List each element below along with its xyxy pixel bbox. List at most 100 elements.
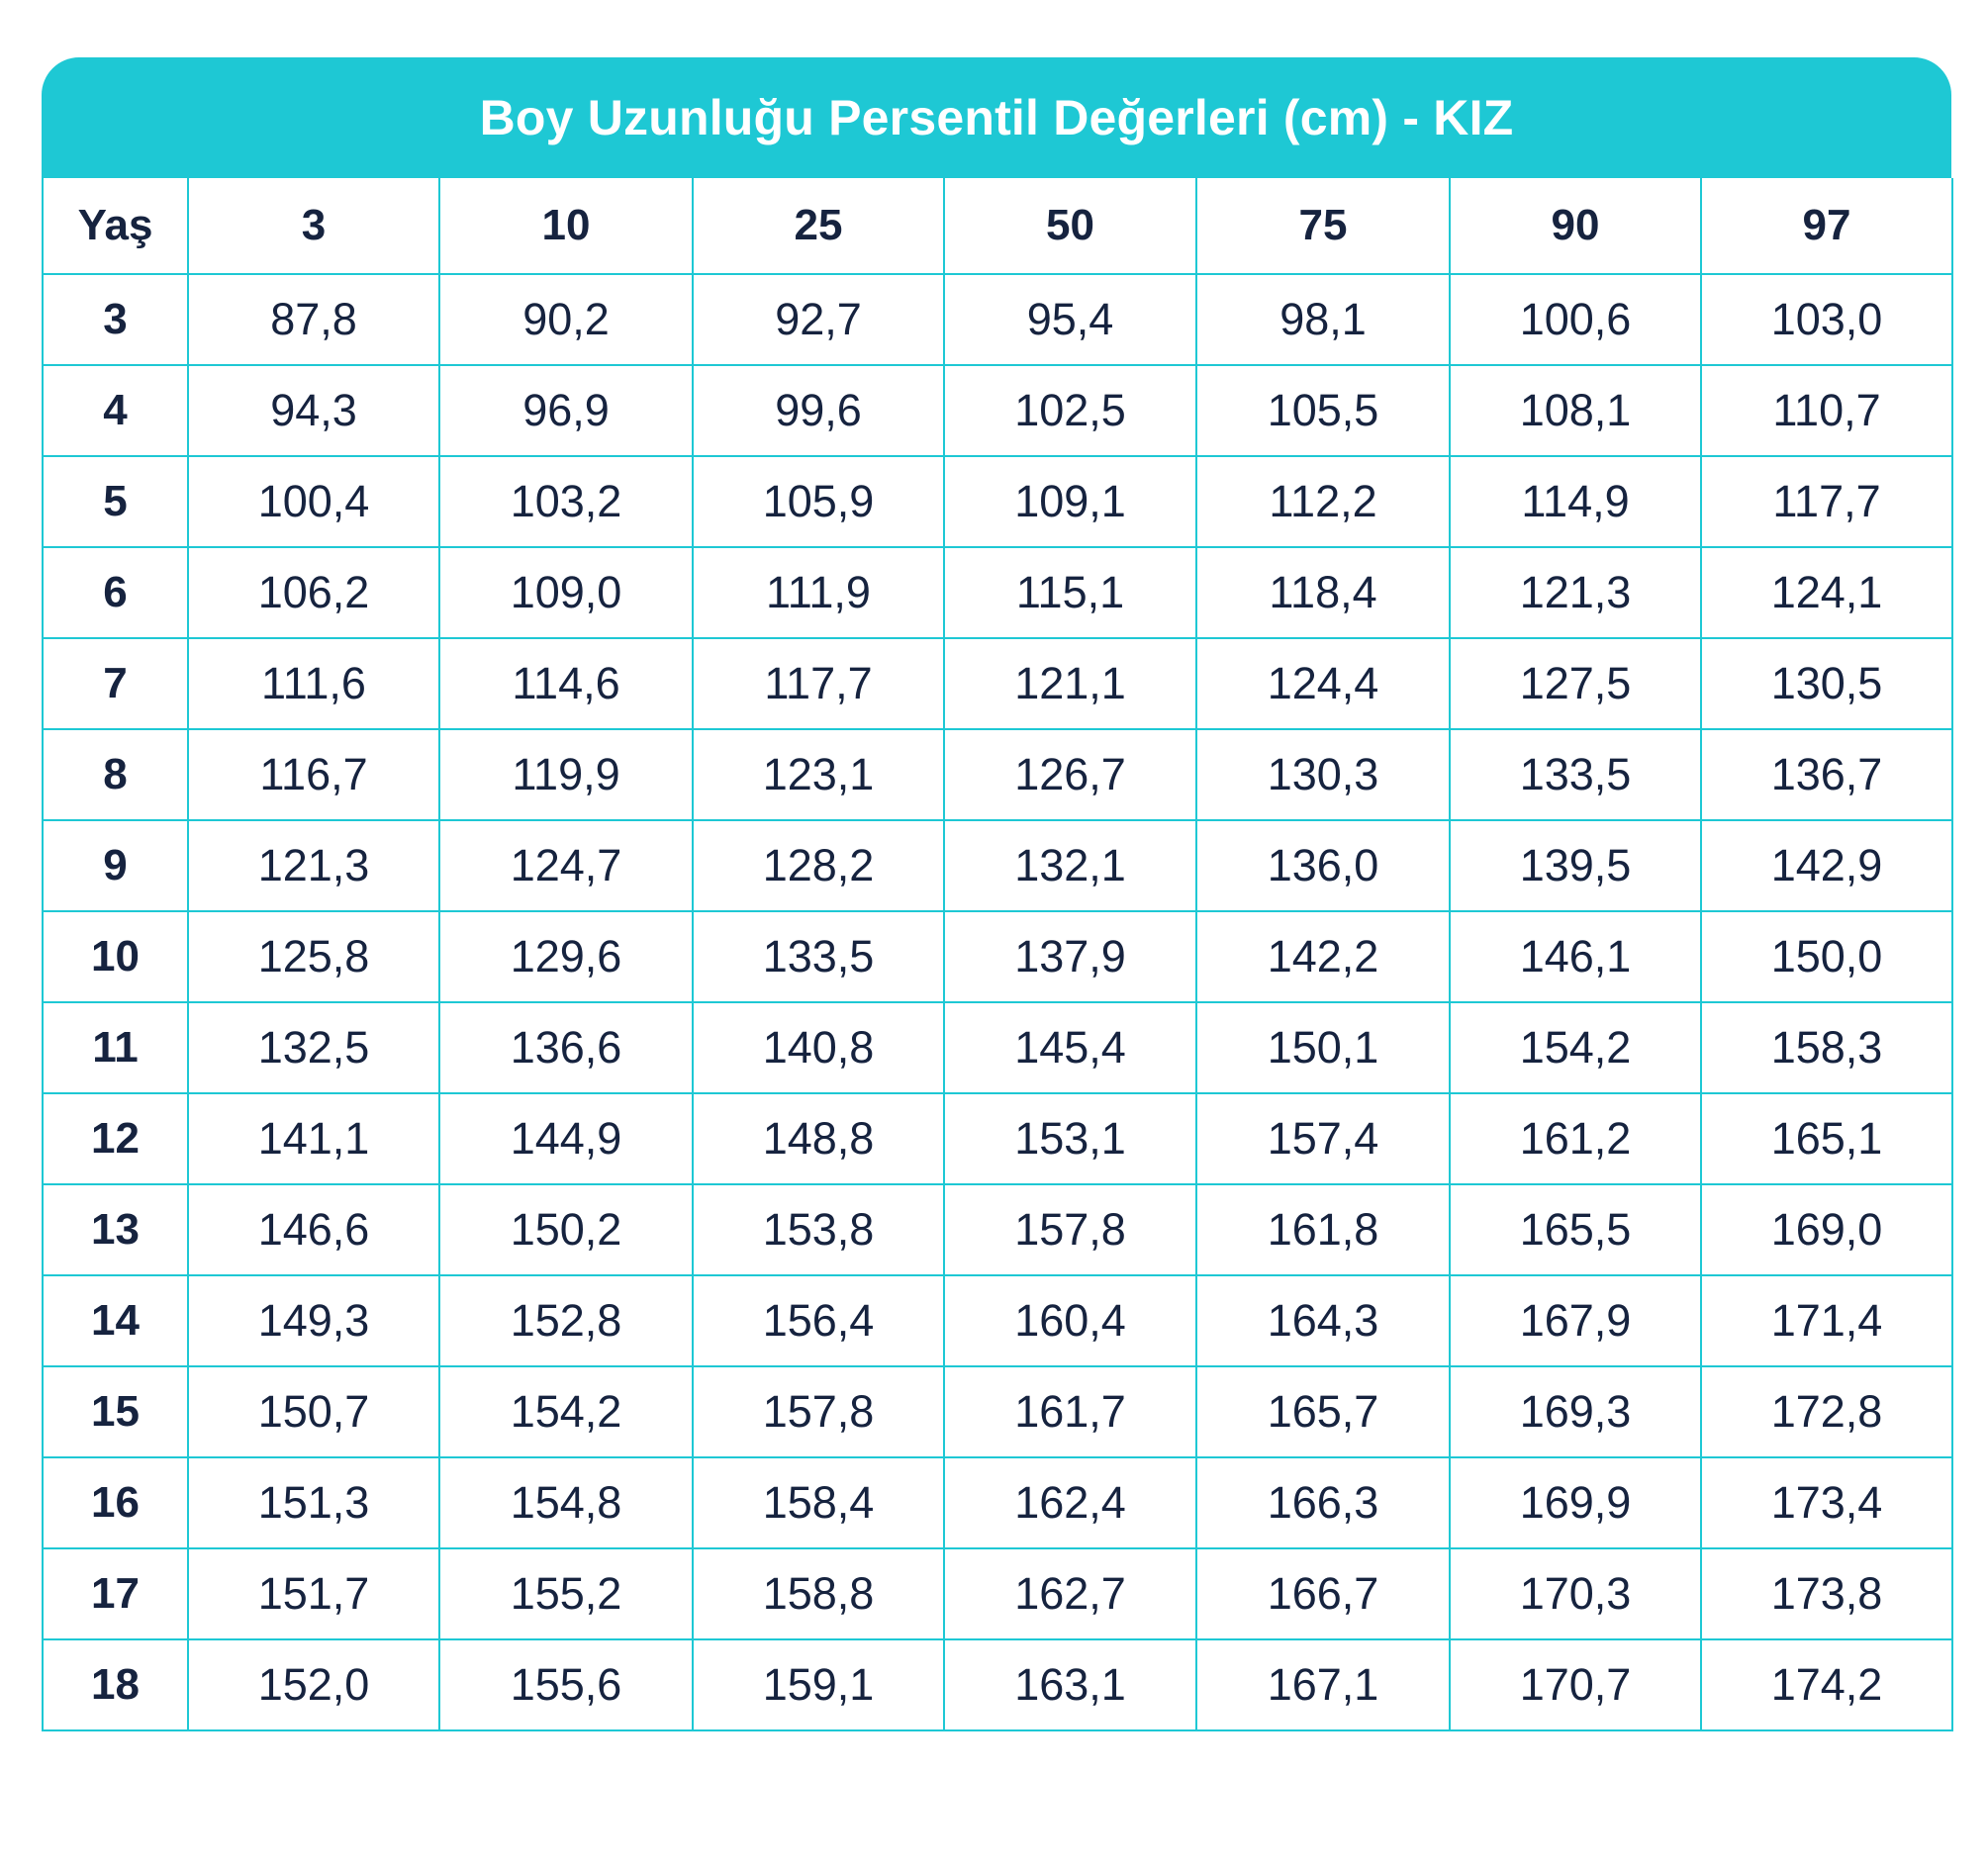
value-cell: 156,4 (692, 1274, 945, 1367)
age-cell: 10 (42, 910, 189, 1003)
value-cell: 100,6 (1449, 273, 1702, 366)
value-cell: 162,7 (943, 1547, 1197, 1640)
value-cell: 96,9 (438, 364, 694, 457)
value-cell: 90,2 (438, 273, 694, 366)
header-cell-p90: 90 (1449, 178, 1702, 275)
header-cell-p10: 10 (438, 178, 694, 275)
value-cell: 165,7 (1195, 1365, 1451, 1458)
value-cell: 154,2 (1449, 1001, 1702, 1094)
value-cell: 137,9 (943, 910, 1197, 1003)
header-cell-p75: 75 (1195, 178, 1451, 275)
table-row: 10 125,8 129,6 133,5 137,9 142,2 146,1 150,0 (42, 910, 1953, 1003)
value-cell: 149,3 (187, 1274, 440, 1367)
value-cell: 128,2 (692, 819, 945, 912)
value-cell: 130,3 (1195, 728, 1451, 821)
value-cell: 95,4 (943, 273, 1197, 366)
value-cell: 129,6 (438, 910, 694, 1003)
value-cell: 158,3 (1700, 1001, 1953, 1094)
value-cell: 136,0 (1195, 819, 1451, 912)
value-cell: 146,1 (1449, 910, 1702, 1003)
table-row: 17 151,7 155,2 158,8 162,7 166,7 170,3 173,8 (42, 1547, 1953, 1640)
value-cell: 87,8 (187, 273, 440, 366)
age-cell: 11 (42, 1001, 189, 1094)
value-cell: 169,3 (1449, 1365, 1702, 1458)
table-row: 13 146,6 150,2 153,8 157,8 161,8 165,5 169,0 (42, 1183, 1953, 1276)
value-cell: 132,5 (187, 1001, 440, 1094)
table-row: 5 100,4 103,2 105,9 109,1 112,2 114,9 117,7 (42, 455, 1953, 548)
value-cell: 152,0 (187, 1638, 440, 1731)
value-cell: 118,4 (1195, 546, 1451, 639)
value-cell: 154,8 (438, 1456, 694, 1549)
value-cell: 98,1 (1195, 273, 1451, 366)
age-cell: 9 (42, 819, 189, 912)
value-cell: 157,8 (692, 1365, 945, 1458)
value-cell: 144,9 (438, 1092, 694, 1185)
value-cell: 174,2 (1700, 1638, 1953, 1731)
value-cell: 161,8 (1195, 1183, 1451, 1276)
value-cell: 115,1 (943, 546, 1197, 639)
value-cell: 173,4 (1700, 1456, 1953, 1549)
age-cell: 6 (42, 546, 189, 639)
header-row: Yaş 3 10 25 50 75 90 97 (42, 178, 1953, 275)
table-row: 7 111,6 114,6 117,7 121,1 124,4 127,5 130,5 (42, 637, 1953, 730)
value-cell: 130,5 (1700, 637, 1953, 730)
age-cell: 8 (42, 728, 189, 821)
value-cell: 111,9 (692, 546, 945, 639)
value-cell: 136,6 (438, 1001, 694, 1094)
table-row: 15 150,7 154,2 157,8 161,7 165,7 169,3 172,8 (42, 1365, 1953, 1458)
value-cell: 132,1 (943, 819, 1197, 912)
value-cell: 127,5 (1449, 637, 1702, 730)
value-cell: 110,7 (1700, 364, 1953, 457)
header-cell-p25: 25 (692, 178, 945, 275)
value-cell: 167,9 (1449, 1274, 1702, 1367)
table-row: 8 116,7 119,9 123,1 126,7 130,3 133,5 136,7 (42, 728, 1953, 821)
percentile-table: Yaş 3 10 25 50 75 90 97 3 87,8 90,2 92,7 95,… (42, 178, 1953, 1731)
value-cell: 159,1 (692, 1638, 945, 1731)
value-cell: 161,7 (943, 1365, 1197, 1458)
value-cell: 171,4 (1700, 1274, 1953, 1367)
header-cell-p50: 50 (943, 178, 1197, 275)
value-cell: 153,1 (943, 1092, 1197, 1185)
value-cell: 139,5 (1449, 819, 1702, 912)
table-body: 3 87,8 90,2 92,7 95,4 98,1 100,6 103,0 4 94,3 96,9… (42, 273, 1953, 1731)
age-cell: 4 (42, 364, 189, 457)
value-cell: 124,7 (438, 819, 694, 912)
table-row: 9 121,3 124,7 128,2 132,1 136,0 139,5 142,9 (42, 819, 1953, 912)
value-cell: 162,4 (943, 1456, 1197, 1549)
value-cell: 151,7 (187, 1547, 440, 1640)
value-cell: 141,1 (187, 1092, 440, 1185)
value-cell: 158,8 (692, 1547, 945, 1640)
value-cell: 124,1 (1700, 546, 1953, 639)
value-cell: 108,1 (1449, 364, 1702, 457)
value-cell: 114,9 (1449, 455, 1702, 548)
value-cell: 167,1 (1195, 1638, 1451, 1731)
value-cell: 112,2 (1195, 455, 1451, 548)
age-cell: 15 (42, 1365, 189, 1458)
value-cell: 173,8 (1700, 1547, 1953, 1640)
value-cell: 121,1 (943, 637, 1197, 730)
value-cell: 106,2 (187, 546, 440, 639)
value-cell: 92,7 (692, 273, 945, 366)
value-cell: 133,5 (1449, 728, 1702, 821)
header-cell-p97: 97 (1700, 178, 1953, 275)
table-row: 14 149,3 152,8 156,4 160,4 164,3 167,9 171,4 (42, 1274, 1953, 1367)
age-cell: 18 (42, 1638, 189, 1731)
value-cell: 150,1 (1195, 1001, 1451, 1094)
value-cell: 117,7 (692, 637, 945, 730)
table-row: 3 87,8 90,2 92,7 95,4 98,1 100,6 103,0 (42, 273, 1953, 366)
table-row: 4 94,3 96,9 99,6 102,5 105,5 108,1 110,7 (42, 364, 1953, 457)
value-cell: 148,8 (692, 1092, 945, 1185)
value-cell: 161,2 (1449, 1092, 1702, 1185)
value-cell: 157,4 (1195, 1092, 1451, 1185)
value-cell: 142,2 (1195, 910, 1451, 1003)
value-cell: 169,9 (1449, 1456, 1702, 1549)
age-cell: 13 (42, 1183, 189, 1276)
value-cell: 150,2 (438, 1183, 694, 1276)
age-cell: 14 (42, 1274, 189, 1367)
value-cell: 146,6 (187, 1183, 440, 1276)
value-cell: 123,1 (692, 728, 945, 821)
value-cell: 165,1 (1700, 1092, 1953, 1185)
value-cell: 158,4 (692, 1456, 945, 1549)
table-row: 11 132,5 136,6 140,8 145,4 150,1 154,2 158,3 (42, 1001, 1953, 1094)
value-cell: 170,3 (1449, 1547, 1702, 1640)
